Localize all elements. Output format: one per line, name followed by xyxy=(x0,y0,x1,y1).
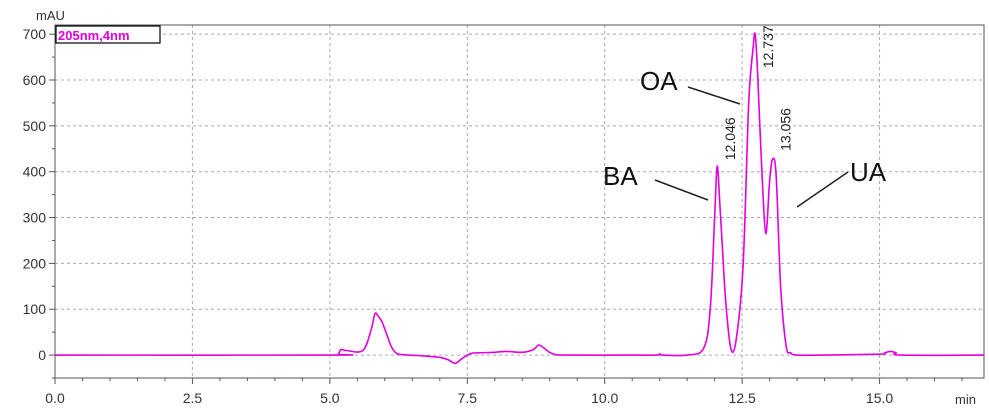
y-tick-label: 700 xyxy=(23,26,47,42)
x-tick-label: 10.0 xyxy=(591,390,618,406)
peak-labels: 12.046 12.737 13.056 xyxy=(722,25,794,160)
annotation-leader-line xyxy=(687,86,741,105)
grid xyxy=(55,25,984,378)
legend: 205nm,4nm xyxy=(55,25,161,44)
annotation-leader-line xyxy=(654,179,709,201)
series-line xyxy=(54,32,985,365)
annotations: OA BA UA xyxy=(603,66,887,208)
x-tick-label: 7.5 xyxy=(458,390,478,406)
x-tick-label: 0.0 xyxy=(45,390,65,406)
peak-label: 12.737 xyxy=(760,25,776,68)
annotation-label: BA xyxy=(603,161,638,191)
plot-frame xyxy=(54,24,985,379)
y-unit-label: mAU xyxy=(36,8,65,23)
y-tick-label: 0 xyxy=(38,347,46,363)
annotation-label: UA xyxy=(850,157,887,187)
peak-label: 13.056 xyxy=(778,108,794,151)
x-tick-label: 12.5 xyxy=(729,390,756,406)
legend-box xyxy=(55,25,161,44)
annotation-label: OA xyxy=(640,66,678,96)
x-unit-label: min xyxy=(955,392,976,407)
axes: 0.0 2.5 5.0 7.5 10.0 12.5 15.0 0 100 200 300 400 500… xyxy=(23,26,963,406)
peak-label: 12.046 xyxy=(722,117,738,160)
y-tick-label: 600 xyxy=(23,72,47,88)
y-tick-label: 100 xyxy=(23,301,47,317)
y-tick-label: 500 xyxy=(23,118,47,134)
x-tick-label: 5.0 xyxy=(320,390,340,406)
y-tick-label: 200 xyxy=(23,255,47,271)
annotation-leader-line xyxy=(796,171,849,208)
x-tick-label: 15.0 xyxy=(866,390,893,406)
legend-text: 205nm,4nm xyxy=(58,28,130,43)
x-tick-label: 2.5 xyxy=(183,390,203,406)
y-tick-label: 400 xyxy=(23,164,47,180)
y-tick-label: 300 xyxy=(23,210,47,226)
